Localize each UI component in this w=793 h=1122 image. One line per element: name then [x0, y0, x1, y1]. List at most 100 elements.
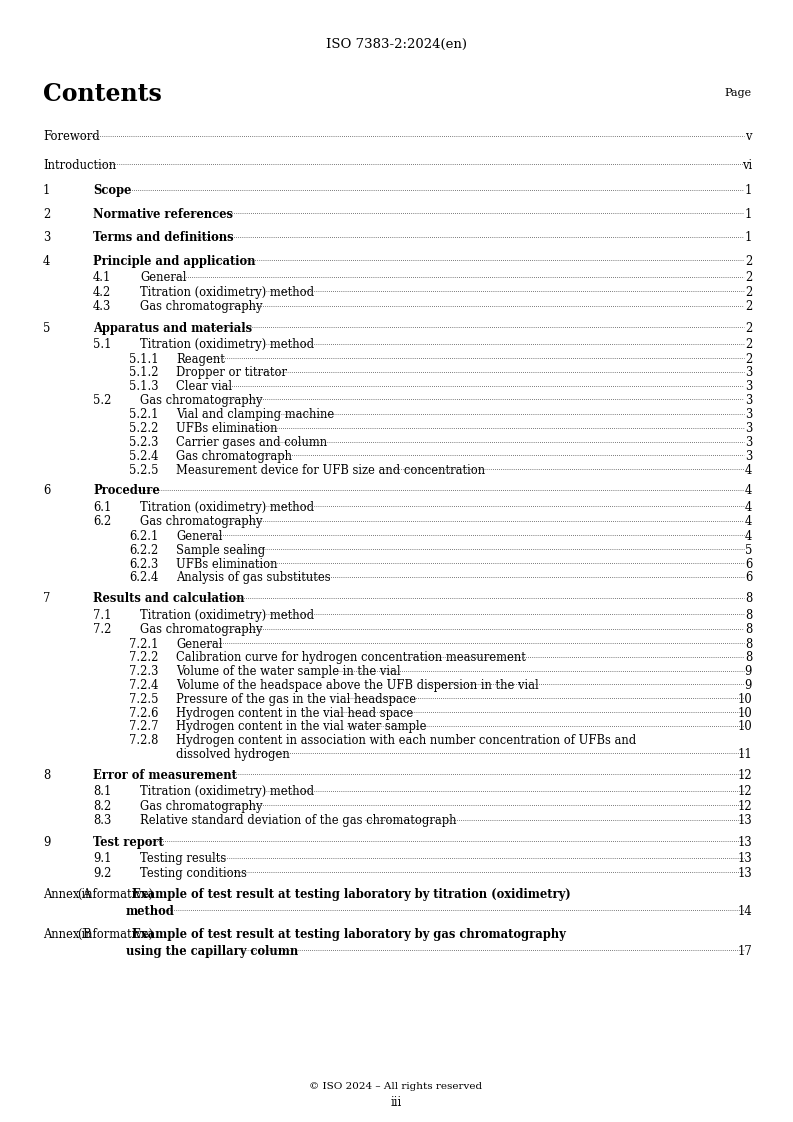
- Text: Normative references: Normative references: [93, 208, 233, 221]
- Text: Reagent: Reagent: [176, 352, 225, 366]
- Text: 9: 9: [745, 679, 752, 692]
- Text: 5.2: 5.2: [93, 394, 111, 407]
- Text: Gas chromatography: Gas chromatography: [140, 300, 262, 313]
- Text: General: General: [176, 637, 223, 651]
- Text: Measurement device for UFB size and concentration: Measurement device for UFB size and conc…: [176, 463, 485, 477]
- Text: Example of test result at testing laboratory by titration (oxidimetry): Example of test result at testing labora…: [132, 889, 570, 901]
- Text: Principle and application: Principle and application: [93, 255, 255, 267]
- Text: 3: 3: [745, 450, 752, 462]
- Text: 7.2.6: 7.2.6: [129, 707, 159, 719]
- Text: 3: 3: [745, 408, 752, 422]
- Text: Gas chromatograph: Gas chromatograph: [176, 450, 292, 462]
- Text: Hydrogen content in the vial water sample: Hydrogen content in the vial water sampl…: [176, 720, 427, 734]
- Text: 4: 4: [43, 255, 50, 267]
- Text: iii: iii: [390, 1096, 401, 1109]
- Text: 9: 9: [745, 665, 752, 678]
- Text: 3: 3: [43, 231, 50, 243]
- Text: 7.2: 7.2: [93, 623, 111, 636]
- Text: 5.2.2: 5.2.2: [129, 422, 159, 435]
- Text: 4.2: 4.2: [93, 285, 111, 298]
- Text: 10: 10: [737, 720, 752, 734]
- Text: Volume of the water sample in the vial: Volume of the water sample in the vial: [176, 665, 400, 678]
- Text: Example of test result at testing laboratory by gas chromatography: Example of test result at testing labora…: [132, 928, 565, 941]
- Text: 10: 10: [737, 707, 752, 719]
- Text: 4: 4: [745, 515, 752, 528]
- Text: 8: 8: [43, 769, 50, 782]
- Text: 6: 6: [745, 571, 752, 585]
- Text: 7.2.8: 7.2.8: [129, 734, 159, 747]
- Text: 6.2.1: 6.2.1: [129, 530, 159, 543]
- Text: 7.2.4: 7.2.4: [129, 679, 159, 692]
- Text: 4: 4: [745, 485, 752, 497]
- Text: 5.2.1: 5.2.1: [129, 408, 159, 422]
- Text: Test report: Test report: [93, 836, 163, 849]
- Text: 7.2.7: 7.2.7: [129, 720, 159, 734]
- Text: ISO 7383-2:2024(en): ISO 7383-2:2024(en): [325, 38, 466, 50]
- Text: 9: 9: [43, 836, 51, 849]
- Text: 9.2: 9.2: [93, 867, 111, 880]
- Text: Apparatus and materials: Apparatus and materials: [93, 322, 252, 334]
- Text: 5.1.3: 5.1.3: [129, 380, 159, 393]
- Text: 6.2: 6.2: [93, 515, 111, 528]
- Text: method: method: [126, 904, 175, 918]
- Text: Testing results: Testing results: [140, 853, 226, 865]
- Text: 4: 4: [745, 463, 752, 477]
- Text: General: General: [140, 272, 186, 284]
- Text: 5.1: 5.1: [93, 338, 112, 351]
- Text: Titration (oxidimetry) method: Titration (oxidimetry) method: [140, 500, 314, 514]
- Text: 2: 2: [745, 285, 752, 298]
- Text: 6: 6: [745, 558, 752, 570]
- Text: 8: 8: [745, 652, 752, 664]
- Text: 4.1: 4.1: [93, 272, 111, 284]
- Text: 2: 2: [745, 322, 752, 334]
- Text: 7.2.3: 7.2.3: [129, 665, 159, 678]
- Text: Testing conditions: Testing conditions: [140, 867, 247, 880]
- Text: 3: 3: [745, 380, 752, 393]
- Text: 7.2.2: 7.2.2: [129, 652, 159, 664]
- Text: using the capillary column: using the capillary column: [126, 945, 298, 958]
- Text: Procedure: Procedure: [93, 485, 159, 497]
- Text: 12: 12: [737, 769, 752, 782]
- Text: 13: 13: [737, 853, 752, 865]
- Text: Relative standard deviation of the gas chromatograph: Relative standard deviation of the gas c…: [140, 815, 457, 827]
- Text: 4.3: 4.3: [93, 300, 111, 313]
- Text: 12: 12: [737, 785, 752, 798]
- Text: 8: 8: [745, 592, 752, 605]
- Text: 12: 12: [737, 800, 752, 812]
- Text: Clear vial: Clear vial: [176, 380, 232, 393]
- Text: 2: 2: [745, 255, 752, 267]
- Text: Gas chromatography: Gas chromatography: [140, 800, 262, 812]
- Text: 3: 3: [745, 422, 752, 435]
- Text: 13: 13: [737, 815, 752, 827]
- Text: 6.2.4: 6.2.4: [129, 571, 159, 585]
- Text: Annex B: Annex B: [43, 928, 91, 941]
- Text: 6.2.2: 6.2.2: [129, 544, 159, 557]
- Text: 11: 11: [737, 748, 752, 761]
- Text: Titration (oxidimetry) method: Titration (oxidimetry) method: [140, 608, 314, 622]
- Text: 2: 2: [43, 208, 50, 221]
- Text: Hydrogen content in the vial head space: Hydrogen content in the vial head space: [176, 707, 413, 719]
- Text: Dropper or titrator: Dropper or titrator: [176, 366, 287, 379]
- Text: Results and calculation: Results and calculation: [93, 592, 244, 605]
- Text: 1: 1: [745, 208, 752, 221]
- Text: 6.1: 6.1: [93, 500, 111, 514]
- Text: Sample sealing: Sample sealing: [176, 544, 265, 557]
- Text: 1: 1: [43, 184, 51, 197]
- Text: 7: 7: [43, 592, 51, 605]
- Text: Introduction: Introduction: [43, 158, 116, 172]
- Text: Vial and clamping machine: Vial and clamping machine: [176, 408, 335, 422]
- Text: 5.1.2: 5.1.2: [129, 366, 159, 379]
- Text: 17: 17: [737, 945, 752, 958]
- Text: Gas chromatography: Gas chromatography: [140, 623, 262, 636]
- Text: 5: 5: [745, 544, 752, 557]
- Text: 1: 1: [745, 184, 752, 197]
- Text: (informative): (informative): [77, 928, 153, 941]
- Text: Terms and definitions: Terms and definitions: [93, 231, 234, 243]
- Text: 5: 5: [43, 322, 51, 334]
- Text: 2: 2: [745, 272, 752, 284]
- Text: Page: Page: [725, 88, 752, 98]
- Text: 5.2.4: 5.2.4: [129, 450, 159, 462]
- Text: Hydrogen content in association with each number concentration of UFBs and: Hydrogen content in association with eac…: [176, 734, 636, 747]
- Text: 5.2.3: 5.2.3: [129, 436, 159, 449]
- Text: 3: 3: [745, 366, 752, 379]
